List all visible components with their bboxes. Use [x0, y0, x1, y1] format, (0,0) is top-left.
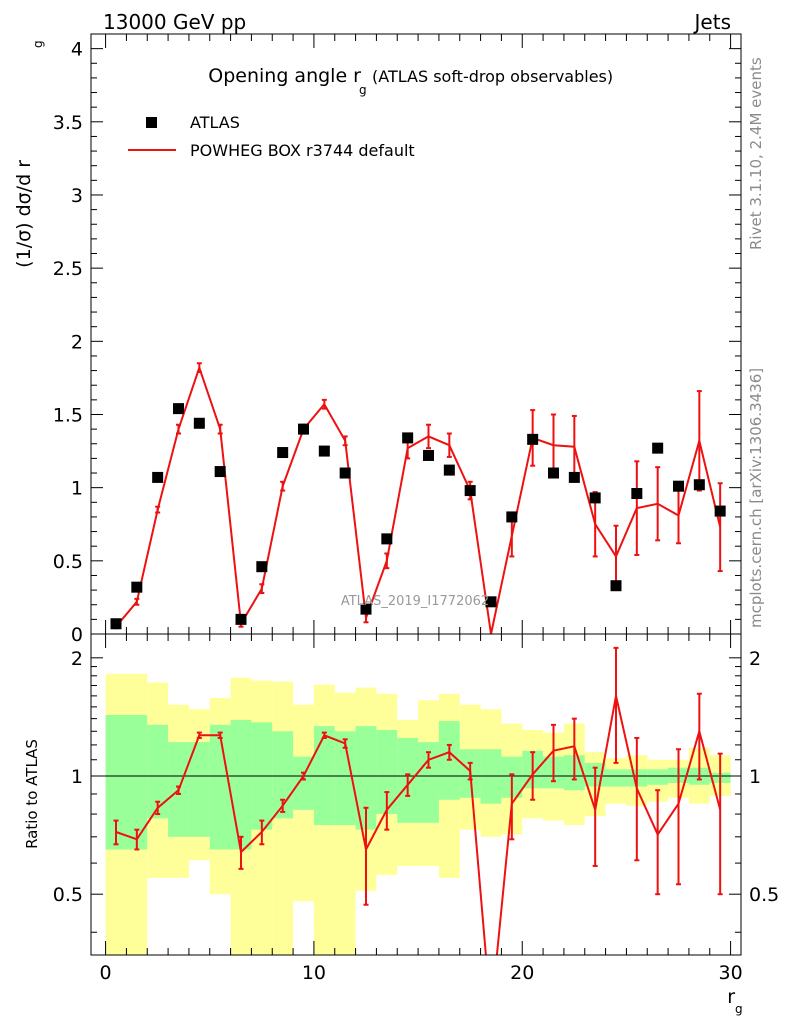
- data-point: [277, 447, 289, 459]
- x-axis-label: r: [727, 986, 735, 1008]
- data-point: [235, 613, 247, 625]
- uncertainty-band-inner: [105, 715, 127, 850]
- data-point: [318, 445, 330, 457]
- data-point: [485, 596, 497, 608]
- y-tick-label: 3: [71, 185, 83, 207]
- ratio-y-tick-label: 2: [749, 648, 761, 670]
- y-tick-label: 1: [71, 478, 83, 500]
- data-point: [631, 488, 643, 500]
- y-tick-label: 3.5: [53, 112, 83, 134]
- ratio-y-tick-label: 1: [749, 766, 761, 788]
- data-point: [548, 467, 559, 479]
- ratio-y-tick-label: 2: [71, 648, 83, 670]
- uncertainty-band-inner: [147, 724, 169, 819]
- data-point: [443, 464, 455, 476]
- uncertainty-band-inner: [605, 769, 627, 787]
- uncertainty-band-inner: [126, 715, 148, 850]
- x-tick-label: 30: [718, 962, 742, 984]
- x-tick-label: 0: [100, 962, 112, 984]
- ratio-y-tick-label: 0.5: [53, 884, 83, 906]
- y-axis-label: (1/σ) dσ/d r: [13, 160, 35, 268]
- uncertainty-band-inner: [647, 769, 669, 785]
- legend-mc-label: POWHEG BOX r3744 default: [190, 141, 415, 160]
- uncertainty-band-inner: [209, 724, 231, 850]
- y-tick-label: 4: [71, 39, 83, 61]
- data-point: [402, 432, 414, 444]
- data-point: [381, 533, 393, 545]
- data-point: [568, 471, 580, 483]
- data-point: [193, 417, 205, 429]
- x-tick-label: 10: [302, 962, 326, 984]
- data-point: [131, 581, 143, 593]
- data-point: [110, 618, 122, 630]
- legend-data-marker: [146, 117, 157, 128]
- data-point: [714, 505, 726, 517]
- header-energy-label: 13000 GeV pp: [103, 10, 246, 34]
- uncertainty-band-inner: [188, 742, 210, 837]
- y-tick-label: 0: [71, 624, 83, 646]
- uncertainty-band-inner: [376, 729, 398, 815]
- plot-title-sub: g: [359, 83, 367, 97]
- legend: ATLAS POWHEG BOX r3744 default: [128, 113, 415, 160]
- mc-line: [115, 364, 722, 635]
- plot-title: Opening angle r: [208, 65, 361, 87]
- data-point: [610, 580, 622, 592]
- ratio-line: [115, 695, 722, 955]
- x-tick-label: 20: [510, 962, 534, 984]
- rivet-version-label: Rivet 3.1.10, 2.4M events: [747, 57, 765, 250]
- data-point: [589, 492, 601, 504]
- data-point: [673, 480, 684, 492]
- y-tick-label: 0.5: [53, 551, 83, 573]
- data-point: [360, 603, 372, 615]
- data-point: [256, 561, 268, 573]
- y-tick-label: 2: [71, 331, 83, 353]
- mcplots-label: mcplots.cern.ch [arXiv:1306.3436]: [747, 368, 765, 628]
- plot-title-suffix: (ATLAS soft-drop observables): [372, 67, 613, 86]
- watermark-analysis: ATLAS_2019_I1772062: [341, 594, 489, 609]
- data-point: [693, 479, 705, 491]
- legend-data-label: ATLAS: [190, 113, 240, 132]
- ratio-y-tick-label: 1: [71, 766, 83, 788]
- uncertainty-band-inner: [230, 719, 252, 850]
- header-process-label: Jets: [693, 10, 731, 34]
- data-point: [152, 471, 164, 483]
- ratio-y-axis-label: Ratio to ATLAS: [23, 739, 41, 849]
- main-panel: 0 0.5 1 1.5 2 2.5 3 3.5 4 Opening angle r g (ATL…: [13, 33, 742, 646]
- x-axis-label-sub: g: [735, 1002, 743, 1016]
- data-point: [298, 423, 309, 435]
- data-point: [464, 485, 476, 497]
- data-point: [423, 449, 434, 461]
- ratio-panel: 0.5 0.51 12 20 10 20 30 Ratio to ATLAS r g: [23, 633, 779, 1016]
- y-axis-label-sub: g: [31, 40, 45, 48]
- data-point: [339, 467, 351, 479]
- data-point: [173, 403, 184, 415]
- data-point: [652, 442, 664, 454]
- ratio-frame: [90, 633, 742, 956]
- y-tick-label: 2.5: [53, 258, 83, 280]
- data-point: [527, 433, 539, 445]
- uncertainty-band-inner: [334, 731, 356, 826]
- data-point: [506, 511, 518, 523]
- uncertainty-band-inner: [355, 726, 377, 830]
- ratio-y-tick-label: 0.5: [749, 884, 779, 906]
- uncertainty-band-inner: [418, 742, 439, 823]
- data-point: [214, 466, 226, 478]
- uncertainty-band-inner: [293, 756, 314, 810]
- y-tick-label: 1.5: [53, 404, 83, 426]
- main-frame: [90, 33, 742, 635]
